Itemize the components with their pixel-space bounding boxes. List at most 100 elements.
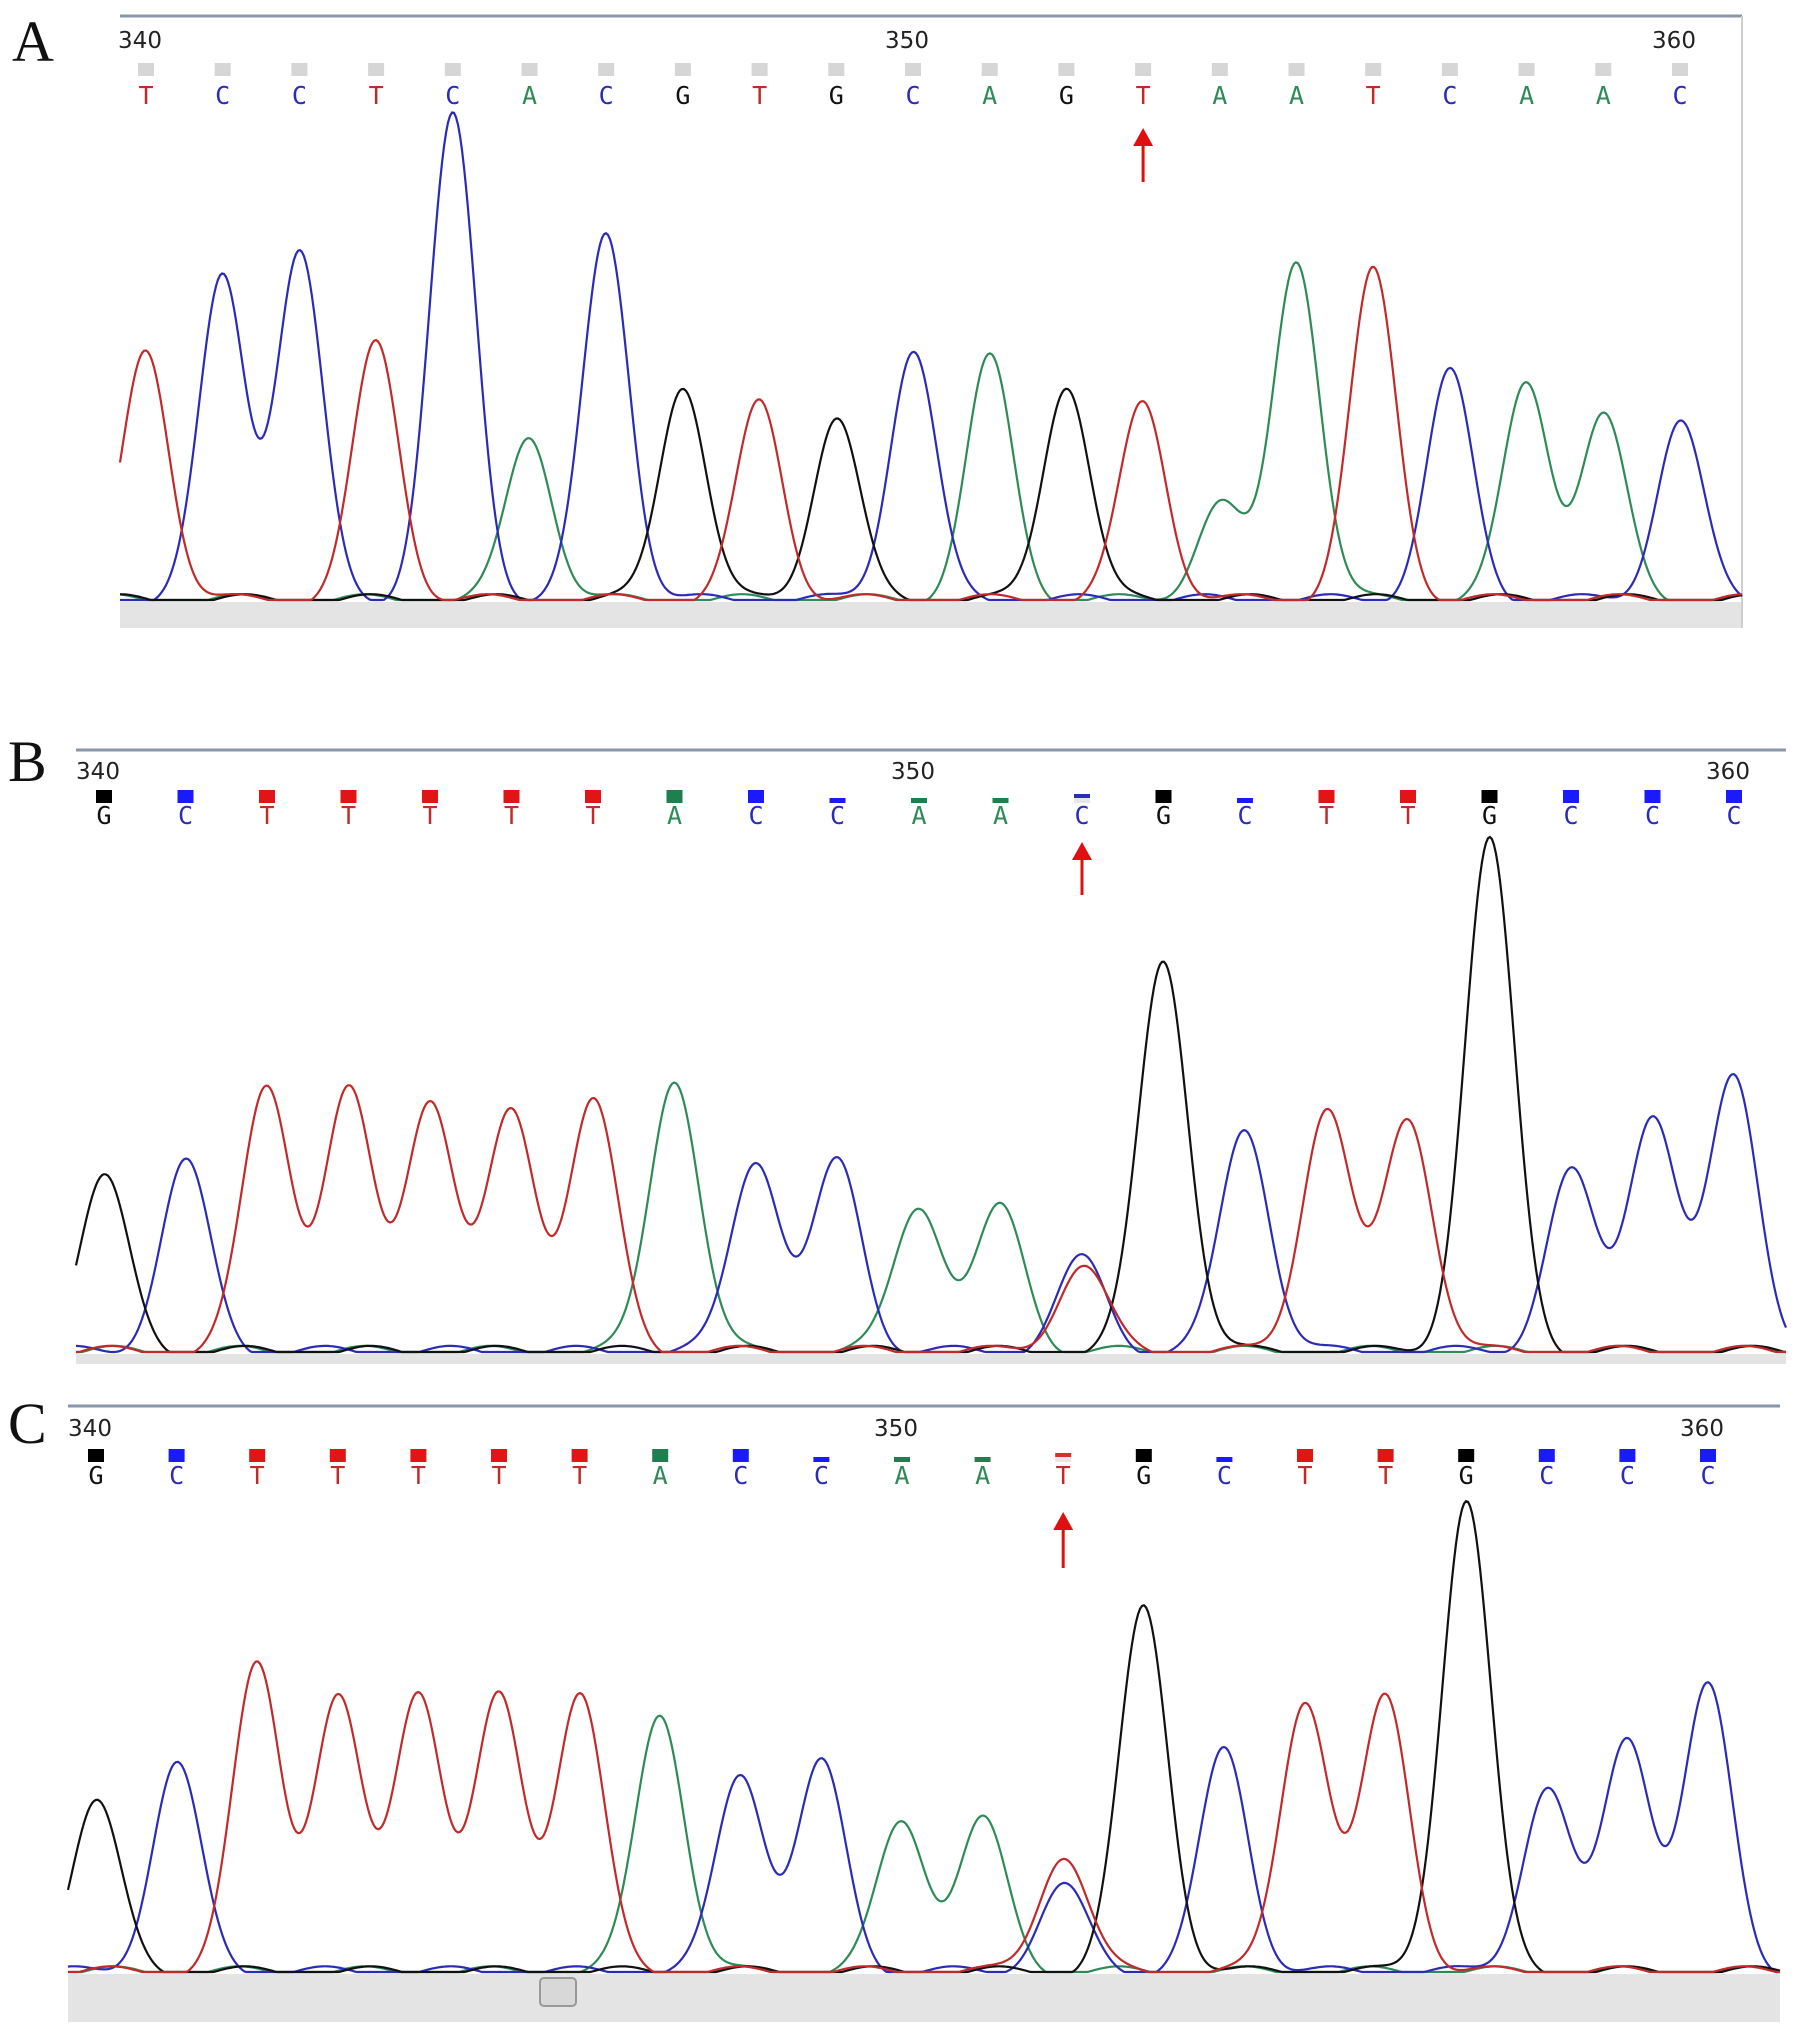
quality-tag xyxy=(1237,798,1253,803)
scroll-thumb[interactable] xyxy=(539,1977,577,2007)
base-call: C xyxy=(1700,1461,1715,1490)
base-call: C xyxy=(814,1461,829,1490)
base-call: G xyxy=(1459,1461,1474,1490)
quality-tag xyxy=(1365,63,1382,76)
position-label: 360 xyxy=(1680,1416,1724,1442)
quality-tag xyxy=(571,1449,588,1462)
base-call: T xyxy=(341,801,356,830)
base-call: C xyxy=(1563,801,1578,830)
base-call: T xyxy=(330,1461,345,1490)
scroll-strip xyxy=(120,602,1742,628)
panel-letter-c: C xyxy=(8,1391,47,1456)
quality-tag xyxy=(1216,1457,1233,1462)
quality-tag xyxy=(259,790,275,803)
quality-tag xyxy=(249,1449,266,1462)
base-call: G xyxy=(1059,81,1074,110)
position-label: 350 xyxy=(874,1416,918,1442)
quality-tag xyxy=(368,63,385,76)
quality-tag xyxy=(813,1457,830,1462)
base-call: T xyxy=(422,801,437,830)
trace-t xyxy=(76,1084,1786,1354)
base-call: C xyxy=(1672,81,1687,110)
base-call: C xyxy=(748,801,763,830)
base-call: T xyxy=(369,81,384,110)
mutation-arrow-head xyxy=(1072,842,1092,860)
trace-g xyxy=(74,835,1787,1354)
base-call: C xyxy=(1442,81,1457,110)
base-call: G xyxy=(1156,801,1171,830)
base-call: T xyxy=(1056,1461,1071,1490)
quality-tag xyxy=(1211,63,1228,76)
quality-tag xyxy=(503,790,520,803)
base-call: C xyxy=(1217,1461,1232,1490)
base-call: T xyxy=(1297,1461,1312,1490)
base-call: C xyxy=(1539,1461,1554,1490)
base-call: A xyxy=(975,1461,990,1490)
base-call: C xyxy=(169,1461,184,1490)
position-label: 360 xyxy=(1706,759,1750,785)
panel-letter-a: A xyxy=(12,9,54,74)
base-call: G xyxy=(88,1461,103,1490)
scroll-strip xyxy=(76,1354,1786,1364)
quality-tag xyxy=(911,798,927,803)
quality-tag xyxy=(1595,63,1612,76)
chromatogram-panel-a: 340 350 360 T C C T C A C G T G C A G T A A T C A A C xyxy=(118,14,1743,628)
quality-tag xyxy=(1055,1457,1072,1462)
quality-tag xyxy=(88,1449,104,1462)
base-call: A xyxy=(1519,81,1534,110)
position-label: 350 xyxy=(891,759,935,785)
base-call: T xyxy=(1366,81,1381,110)
quality-tag xyxy=(732,1449,749,1462)
quality-tag xyxy=(1058,63,1075,76)
mutation-arrow-head xyxy=(1133,128,1154,146)
base-call: A xyxy=(894,1461,909,1490)
base-call: A xyxy=(911,801,926,830)
quality-tag xyxy=(585,790,601,803)
quality-tag xyxy=(828,63,845,76)
quality-tag xyxy=(1619,1449,1636,1462)
quality-tag xyxy=(422,790,438,803)
base-call: T xyxy=(752,81,767,110)
base-call: A xyxy=(667,801,682,830)
quality-tag xyxy=(1135,1449,1152,1462)
quality-tag xyxy=(748,790,764,803)
quality-tag xyxy=(214,63,231,76)
panel-letter-b: B xyxy=(8,729,47,794)
trace-c xyxy=(120,111,1743,602)
trace-a xyxy=(119,261,1743,602)
base-call: T xyxy=(1378,1461,1393,1490)
quality-tag xyxy=(1155,790,1172,803)
quality-tag xyxy=(491,1449,507,1462)
quality-tag xyxy=(444,63,461,76)
quality-tag xyxy=(1135,63,1152,76)
chromatogram-panel-b: 340 350 360 G C T T T T T A C C A A C G C T T G C C C xyxy=(74,748,1788,1364)
position-label: 340 xyxy=(76,759,120,785)
quality-tag xyxy=(1644,790,1661,803)
chromatogram-panel-c: 340 350 360 G C T T T T T A C C A A T G C T T G C C C xyxy=(66,1404,1781,2022)
quality-tag-mark xyxy=(1055,1453,1072,1457)
base-call: T xyxy=(138,81,153,110)
scroll-strip xyxy=(68,1974,1780,2022)
quality-tag xyxy=(652,1449,669,1462)
position-label: 340 xyxy=(118,28,162,54)
base-call: C xyxy=(1726,801,1741,830)
quality-tag xyxy=(751,63,768,76)
trace-t xyxy=(68,1660,1780,1974)
base-call: T xyxy=(585,801,600,830)
position-label: 350 xyxy=(885,28,929,54)
base-call: G xyxy=(829,81,844,110)
base-call: A xyxy=(1212,81,1227,110)
base-call: T xyxy=(572,1461,587,1490)
quality-tag xyxy=(138,63,154,76)
base-call: A xyxy=(653,1461,668,1490)
quality-tag xyxy=(1458,1449,1475,1462)
base-call: C xyxy=(733,1461,748,1490)
base-call: A xyxy=(1289,81,1304,110)
base-call: C xyxy=(599,81,614,110)
base-call: T xyxy=(411,1461,426,1490)
base-call: A xyxy=(993,801,1008,830)
base-call: T xyxy=(250,1461,265,1490)
quality-tag xyxy=(329,1449,346,1462)
base-call: G xyxy=(675,81,690,110)
